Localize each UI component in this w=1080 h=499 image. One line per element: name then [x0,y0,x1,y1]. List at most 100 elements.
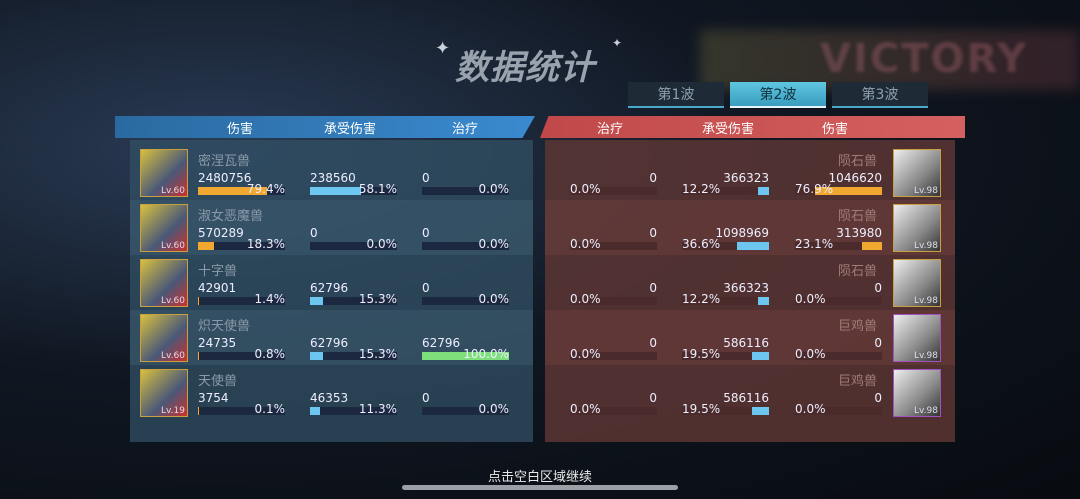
enemy-row: Lv.98 巨鸡兽 0 0.0% 586116 19.5% 0 0.0% [545,365,955,420]
heal-value: 0 [649,336,657,350]
heal-value: 0 [422,391,430,405]
level-label: Lv.60 [161,351,185,361]
avatar: Lv.60 [140,149,188,197]
heal-percent: 0.0% [570,347,601,361]
enemy-header: 治疗 承受伤害 伤害 [540,116,965,138]
heal-bar [570,187,657,195]
taken-percent: 19.5% [682,402,721,416]
avatar: Lv.60 [140,259,188,307]
heal-bar [570,407,657,415]
unit-name: 密涅瓦兽 [198,154,251,169]
heal-value: 0 [649,226,657,240]
tab-wave-1[interactable]: 第1波 [628,82,724,108]
damage-bar-fill [815,187,882,195]
damage-bar [795,352,882,360]
tab-wave-2[interactable]: 第2波 [730,82,826,108]
enemy-row: Lv.98 陨石兽 0 0.0% 366323 12.2% 0 0.0% [545,255,955,310]
heal-bar [422,407,509,415]
taken-value: 0 [310,226,318,240]
unit-name: 陨石兽 [837,264,877,279]
enemy-row: Lv.98 陨石兽 0 0.0% 366323 12.2% 1046620 76.9% [545,145,955,200]
taken-value: 366323 [723,171,769,185]
home-indicator[interactable] [402,485,678,490]
heal-percent: 0.0% [478,292,510,306]
taken-percent: 0.0% [366,237,398,251]
ally-header: 伤害 承受伤害 治疗 [115,116,535,138]
taken-bar [310,352,397,360]
level-label: Lv.60 [161,186,185,196]
damage-percent: 18.3% [246,237,285,251]
damage-percent: 79.4% [246,182,285,196]
damage-percent: 0.1% [254,402,286,416]
damage-value: 313980 [836,226,882,240]
damage-bar [198,297,285,305]
damage-bar-fill [861,242,882,250]
taken-value: 586116 [723,391,769,405]
taken-bar [682,242,769,250]
sparkle-icon: ✦ [612,36,623,50]
level-label: Lv.98 [914,186,938,196]
avatar: Lv.98 [893,369,941,417]
damage-bar-fill [198,352,199,360]
ally-row: Lv.60 十字兽 42901 1.4% 62796 15.3% 0 0.0% [130,255,533,310]
ally-row: Lv.60 淑女恶魔兽 570289 18.3% 0 0.0% 0 0.0% [130,200,533,255]
taken-value: 366323 [723,281,769,295]
taken-value: 586116 [723,336,769,350]
damage-bar-fill [198,242,214,250]
heal-percent: 0.0% [478,402,510,416]
damage-percent: 0.0% [795,292,826,306]
taken-bar-fill [310,187,361,195]
damage-value: 42901 [198,281,237,295]
avatar: Lv.19 [140,369,188,417]
damage-value: 0 [874,336,882,350]
taken-bar [310,407,397,415]
damage-value: 3754 [198,391,229,405]
avatar: Lv.98 [893,314,941,362]
background-glow [700,30,1080,90]
taken-bar [682,352,769,360]
damage-value: 2480756 [198,171,252,185]
header-taken: 承受伤害 [323,121,377,137]
level-label: Lv.98 [914,241,938,251]
damage-bar-fill [198,297,200,305]
heal-value: 0 [422,281,430,295]
heal-value: 0 [649,171,657,185]
continue-hint[interactable]: 点击空白区域继续 [487,470,592,485]
level-label: Lv.98 [914,406,938,416]
heal-percent: 0.0% [478,182,510,196]
heal-bar [422,297,509,305]
unit-name: 淑女恶魔兽 [198,209,264,224]
enemy-stats-panel: Lv.98 陨石兽 0 0.0% 366323 12.2% 1046620 76.9% Lv.9… [545,140,955,442]
taken-bar-fill [758,297,769,305]
taken-percent: 36.6% [682,237,721,251]
ally-row: Lv.60 密涅瓦兽 2480756 79.4% 238560 58.1% 0 0.0% [130,145,533,200]
level-label: Lv.60 [161,241,185,251]
heal-bar-fill [422,352,509,360]
damage-percent: 0.8% [254,347,286,361]
header-taken: 承受伤害 [701,121,755,137]
heal-value: 0 [649,281,657,295]
damage-bar [795,407,882,415]
heal-value: 0 [422,226,430,240]
ally-stats-panel: Lv.60 密涅瓦兽 2480756 79.4% 238560 58.1% 0 0.0% Lv.… [130,140,533,442]
damage-bar [198,242,285,250]
damage-bar-fill [198,187,268,195]
ally-row: Lv.19 天使兽 3754 0.1% 46353 11.3% 0 0.0% [130,365,533,420]
unit-name: 十字兽 [198,264,238,279]
heal-bar [570,297,657,305]
sparkle-icon: ✦ [435,38,451,59]
unit-name: 炽天使兽 [198,319,251,334]
header-heal: 治疗 [451,121,479,137]
heal-value: 62796 [422,336,461,350]
taken-value: 46353 [310,391,349,405]
taken-bar-fill [310,297,324,305]
avatar: Lv.98 [893,149,941,197]
header-heal: 治疗 [596,121,624,137]
damage-bar [198,187,285,195]
damage-percent: 76.9% [795,182,834,196]
heal-percent: 0.0% [478,237,510,251]
taken-percent: 19.5% [682,347,721,361]
tab-wave-3[interactable]: 第3波 [832,82,928,108]
avatar: Lv.98 [893,259,941,307]
taken-bar [682,187,769,195]
